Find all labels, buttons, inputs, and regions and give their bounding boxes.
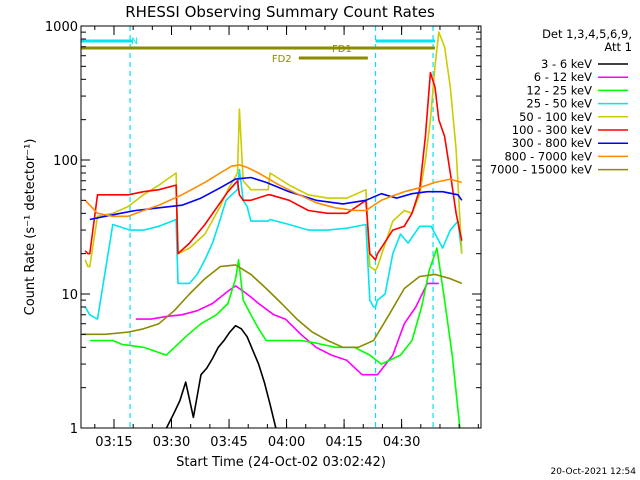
x-tick-label: 03:45 [210, 435, 247, 450]
series-layer [82, 31, 463, 428]
x-axis: 03:15 03:30 03:45 04:00 04:15 04:30 [94, 26, 479, 450]
y-tick-label: 10 [61, 288, 78, 303]
legend-entry-label: 6 - 12 keV [534, 70, 592, 84]
y-tick-label: 1 [70, 422, 78, 437]
legend-entry-label: 50 - 100 keV [519, 110, 592, 124]
x-tick-label: 03:30 [153, 435, 190, 450]
series-line-0 [165, 324, 277, 428]
legend-entry-label: 100 - 300 keV [512, 123, 592, 137]
x-tick-label: 03:15 [95, 435, 132, 450]
x-axis-label: Start Time (24-Oct-02 03:02:42) [176, 455, 386, 470]
x-tick-label: 04:15 [325, 435, 362, 450]
legend-entry-label: 12 - 25 keV [526, 83, 592, 97]
footer-timestamp: 20-Oct-2021 12:54 [551, 467, 637, 477]
series-line-1 [135, 282, 439, 376]
legend-entry-label: 800 - 7000 keV [504, 149, 592, 163]
y-axis-label: Count Rate (s⁻¹ detector⁻¹) [23, 139, 38, 316]
legend-entry-label: 300 - 800 keV [512, 136, 592, 150]
series-line-7 [84, 164, 463, 218]
chart-title: RHESSI Observing Summary Count Rates [125, 3, 435, 21]
y-tick-label: 100 [53, 154, 78, 169]
legend-header-line-2: Att 1 [604, 40, 632, 54]
series-line-3 [84, 168, 463, 320]
legend-header-line-1: Det 1,3,4,5,6,9, [542, 27, 632, 41]
series-line-2 [89, 247, 461, 428]
series-line-8 [82, 264, 463, 349]
series-line-5 [84, 71, 463, 261]
observing-markers: N FD1 FD2 [81, 26, 435, 428]
legend-entry-label: 25 - 50 keV [526, 97, 592, 111]
y-axis: 1 10 100 1000 [45, 20, 481, 437]
fd2-label: FD2 [272, 54, 292, 65]
legend-entry-label: 3 - 6 keV [541, 57, 592, 71]
fd1-label: FD1 [332, 44, 352, 55]
x-tick-label: 04:00 [268, 435, 305, 450]
x-tick-label: 04:30 [383, 435, 420, 450]
series-line-4 [84, 31, 463, 272]
y-tick-label: 1000 [45, 20, 78, 35]
night-label: N [131, 37, 138, 47]
legend-entry-label: 7000 - 15000 keV [490, 163, 592, 177]
plot-frame [80, 25, 482, 429]
